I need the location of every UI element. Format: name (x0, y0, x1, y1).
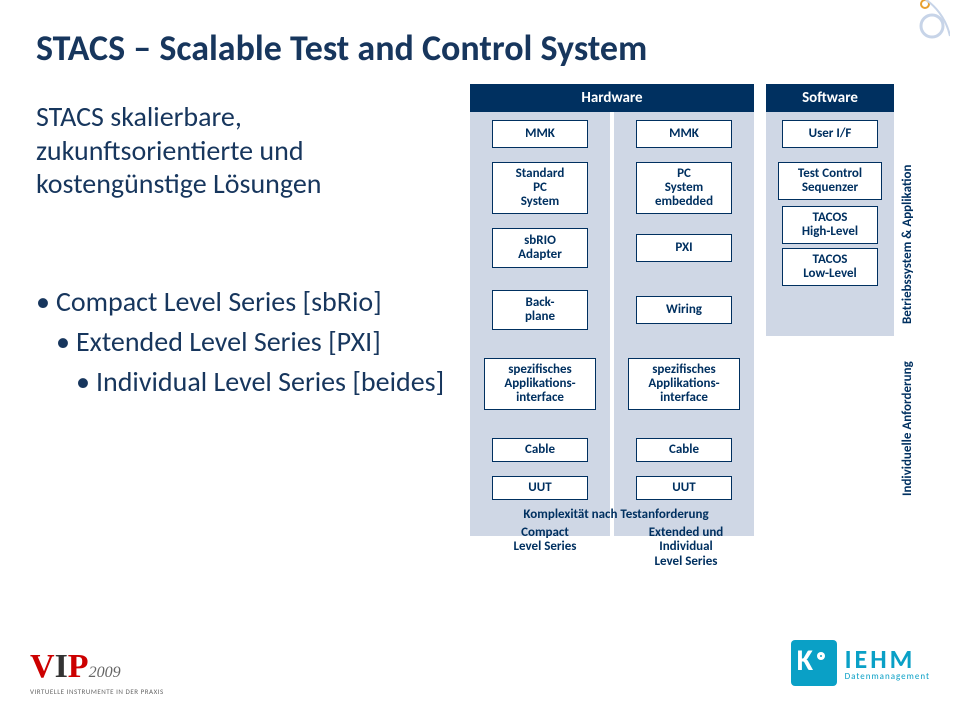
kiehm-logo-icon (791, 640, 837, 686)
subtitle-line: STACS skalierbare, (36, 99, 242, 134)
vip-v: V (30, 648, 55, 685)
kiehm-sub: Datenmanagement (845, 672, 930, 681)
vip-p: P (68, 648, 89, 685)
footer-tagline: VIRTUELLE INSTRUMENTE IN DER PRAXIS (30, 687, 164, 696)
footer-left: VIP2009 (30, 648, 121, 686)
box-tacos-low: TACOS Low-Level (782, 248, 878, 286)
subtitle: STACS skalierbare, zukunftsorientierte u… (36, 100, 321, 201)
box-uut2: UUT (636, 476, 732, 500)
box-tacos-high: TACOS High-Level (782, 206, 878, 244)
header-hardware: Hardware (470, 84, 754, 112)
side-label-individuelle: Individuelle Anforderung (900, 354, 915, 504)
box-pxi: PXI (636, 234, 732, 262)
box-mmk1: MMK (492, 120, 588, 148)
vip-logo: VIP2009 (30, 648, 121, 686)
page-title: STACS – Scalable Test and Control System (36, 26, 647, 70)
box-cable1: Cable (492, 438, 588, 462)
kiehm-text: IEHM Datenmanagement (845, 646, 930, 681)
box-wiring: Wiring (636, 296, 732, 324)
bullet-compact: Compact Level Series [sbRio] (36, 284, 382, 319)
vip-i: I (55, 648, 68, 685)
header-software: Software (766, 84, 894, 112)
subtitle-line: kostengünstige Lösungen (36, 166, 321, 201)
box-sbrio: sbRIO Adapter (492, 228, 588, 268)
subtitle-line: zukunftsorientierte und (36, 133, 304, 168)
architecture-diagram: Hardware Software MMK Standard PC System… (470, 84, 940, 584)
bullet-extended: Extended Level Series [PXI] (56, 324, 381, 359)
slide: STACS – Scalable Test and Control System… (0, 0, 960, 716)
box-mmk2: MMK (636, 120, 732, 148)
box-cable2: Cable (636, 438, 732, 462)
box-uut1: UUT (492, 476, 588, 500)
kiehm-name: IEHM (845, 646, 930, 672)
box-backplane: Back- plane (492, 290, 588, 330)
box-sequenzer: Test Control Sequenzer (778, 162, 882, 200)
box-standard-pc: Standard PC System (492, 162, 588, 214)
corner-decoration (870, 0, 950, 56)
bottom-compact: Compact Level Series (490, 526, 600, 555)
bottom-extended: Extended und Individual Level Series (626, 526, 746, 569)
bullet-individual: Individual Level Series [beides] (76, 364, 444, 399)
box-spez2: spezifisches Applikations- interface (628, 358, 740, 410)
footer-right: IEHM Datenmanagement (791, 640, 930, 686)
side-label-betriebssystem: Betriebssystem & Applikation (900, 154, 915, 334)
box-pc-embedded: PC System embedded (636, 162, 732, 214)
box-spez1: spezifisches Applikations- interface (484, 358, 596, 410)
bottom-title: Komplexität nach Testanforderung (496, 508, 736, 522)
box-userif: User I/F (782, 120, 878, 148)
vip-year: 2009 (89, 664, 121, 681)
